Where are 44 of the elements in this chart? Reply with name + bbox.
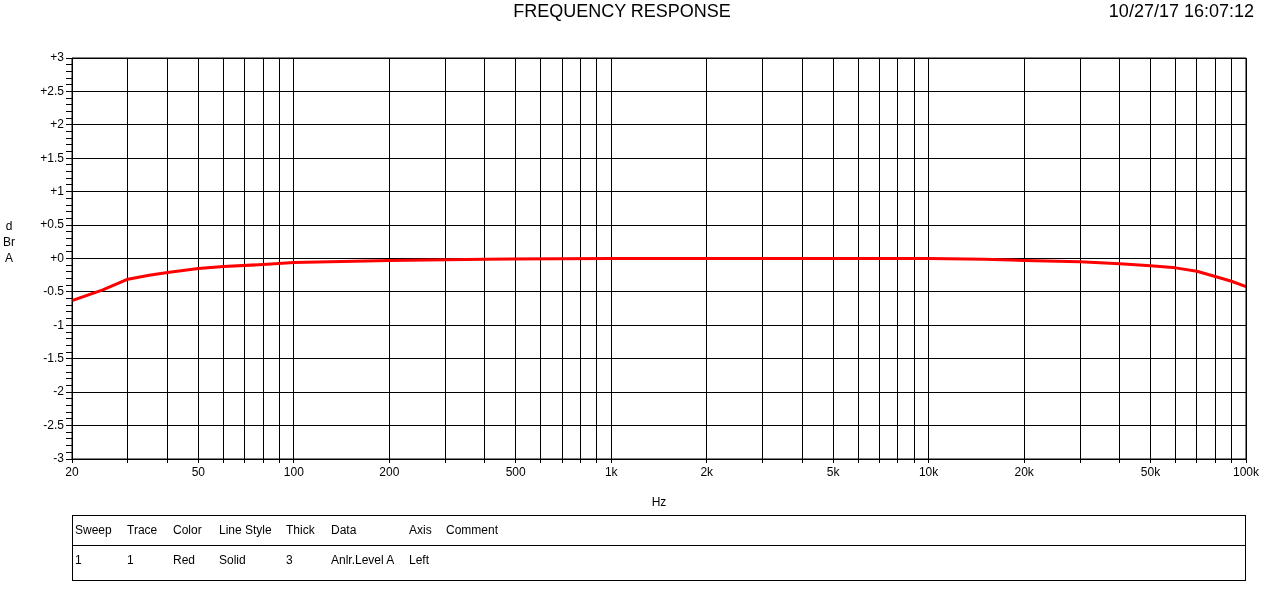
y-tick-label: +2.5	[40, 83, 65, 98]
y-tick-label: -1.5	[43, 351, 65, 366]
text: 1	[126, 552, 135, 569]
text: Thick	[285, 522, 316, 539]
text: 3	[285, 552, 294, 569]
text: 1	[74, 552, 83, 569]
y-axis-title: dBrA	[3, 218, 15, 266]
x-tick-label: 20	[65, 464, 79, 479]
y-tick-label: -3	[53, 451, 65, 466]
y-tick-label: -1	[53, 317, 65, 332]
text: Comment	[445, 522, 499, 539]
y-tick-label: +0.5	[40, 217, 65, 232]
y-tick-label: -2.5	[43, 417, 65, 432]
text: Red	[172, 552, 196, 569]
text: Color	[172, 522, 203, 539]
y-tick-label: +3	[50, 50, 65, 65]
x-tick-label: 1k	[604, 464, 619, 479]
text: Sweep	[74, 522, 113, 539]
text: Anlr.Level A	[330, 552, 396, 569]
x-tick-label: 50k	[1140, 464, 1162, 479]
y-tick-label: -0.5	[43, 284, 65, 299]
text: Solid	[218, 552, 247, 569]
x-axis-title: Hz	[651, 495, 667, 510]
x-tick-label: 2k	[700, 464, 715, 479]
x-tick-label: 100k	[1232, 464, 1261, 479]
y-tick-label: +1.5	[40, 150, 65, 165]
x-tick-label: 500	[505, 464, 527, 479]
x-tick-label: 200	[379, 464, 400, 479]
y-tick-label: +2	[50, 117, 65, 132]
x-tick-label: 100	[283, 464, 305, 479]
x-tick-label: 5k	[826, 464, 841, 479]
text: Left	[408, 552, 430, 569]
x-tick-label: 50	[191, 464, 206, 479]
y-tick-label: +1	[50, 183, 65, 198]
y-tick-label: -2	[53, 384, 65, 399]
chart-subtitle: 10/27/17 16:07:12	[1108, 1, 1254, 22]
x-tick-label: 10k	[918, 464, 940, 479]
y-tick-label: +0	[50, 250, 65, 265]
text: Line Style	[218, 522, 273, 539]
text: Trace	[126, 522, 159, 539]
text: Axis	[408, 522, 433, 539]
text: Data	[330, 522, 358, 539]
x-tick-label: 20k	[1014, 464, 1035, 479]
chart-title: FREQUENCY RESPONSE	[513, 1, 731, 21]
